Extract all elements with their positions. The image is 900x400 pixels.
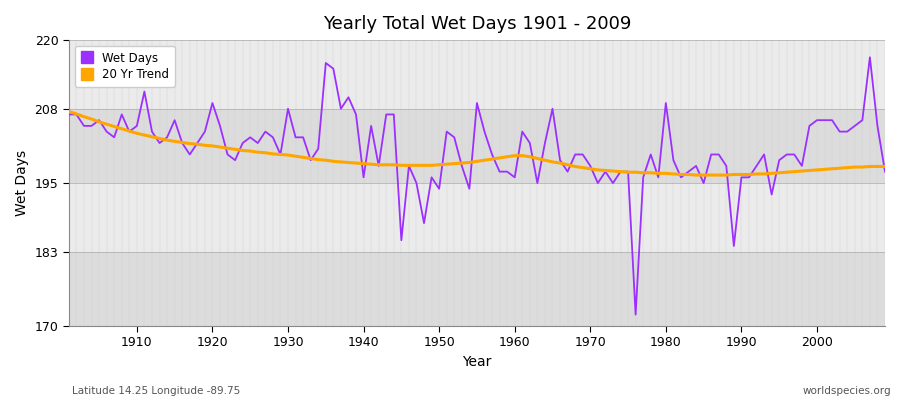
Wet Days	[336, 106, 346, 111]
Title: Yearly Total Wet Days 1901 - 2009: Yearly Total Wet Days 1901 - 2009	[323, 15, 631, 33]
Bar	[68, 183, 885, 252]
Wet Days	[600, 169, 611, 174]
20 Yr Trend	[600, 168, 611, 173]
Line: 20 Yr Trend: 20 Yr Trend	[68, 112, 885, 175]
20 Yr Trend	[502, 154, 513, 159]
Wet Days	[124, 129, 135, 134]
Bar	[68, 40, 885, 109]
Wet Days	[630, 312, 641, 317]
20 Yr Trend	[690, 173, 701, 178]
Wet Days	[509, 175, 520, 180]
Y-axis label: Wet Days: Wet Days	[15, 150, 29, 216]
Wet Days	[290, 135, 301, 140]
Bar	[68, 109, 885, 183]
Legend: Wet Days, 20 Yr Trend: Wet Days, 20 Yr Trend	[75, 46, 175, 87]
Line: Wet Days: Wet Days	[68, 57, 885, 314]
20 Yr Trend	[336, 160, 346, 164]
20 Yr Trend	[509, 153, 520, 158]
Text: worldspecies.org: worldspecies.org	[803, 386, 891, 396]
20 Yr Trend	[290, 154, 301, 158]
20 Yr Trend	[63, 109, 74, 114]
Text: Latitude 14.25 Longitude -89.75: Latitude 14.25 Longitude -89.75	[72, 386, 240, 396]
Wet Days	[879, 169, 890, 174]
20 Yr Trend	[879, 164, 890, 169]
Wet Days	[63, 112, 74, 117]
Wet Days	[502, 169, 513, 174]
Bar	[68, 252, 885, 326]
20 Yr Trend	[124, 129, 135, 134]
X-axis label: Year: Year	[463, 355, 491, 369]
Wet Days	[865, 55, 876, 60]
